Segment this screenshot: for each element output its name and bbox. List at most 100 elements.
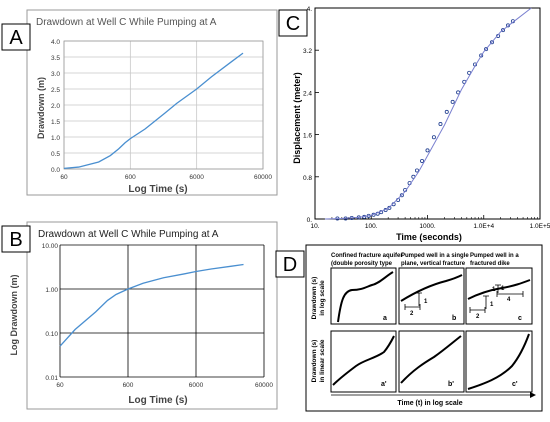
chart-a-frame	[63, 40, 264, 170]
chart-c-frame	[314, 7, 541, 220]
panel-d-cell-c-prime	[465, 330, 533, 393]
panel-d-xlabel: Time (t) in log scale	[397, 400, 462, 407]
chart-b-ytick: 1.00	[45, 287, 58, 294]
panel-d-slope-mark: 1	[490, 302, 494, 308]
panel-d-cell-c	[465, 267, 533, 325]
panel-c: C Time (seconds) Displacement (meter) 0.…	[278, 6, 550, 242]
panel-d-ylabel-bottom: Drawdown (s)in linear scale	[311, 339, 326, 382]
panel-b-label: B	[9, 229, 22, 251]
chart-c-xtick: 1.0E+5	[530, 223, 550, 230]
chart-c-xtick: 1000.	[419, 223, 435, 230]
chart-c-ytick: 1.6	[303, 133, 312, 140]
chart-b-xtick: 6000	[189, 382, 204, 389]
chart-b-xtick: 60	[56, 382, 64, 389]
chart-a-ytick: 0.0	[51, 167, 60, 174]
panel-d-col2-header: Pumped well in a single plane, vertical f…	[401, 253, 469, 267]
chart-c-xtick: 10.	[310, 223, 319, 230]
chart-a-xtick: 60	[60, 174, 68, 181]
chart-c-point	[444, 109, 449, 114]
chart-b-ytick: 0.01	[45, 375, 58, 382]
chart-b-xtick: 60000	[255, 382, 273, 389]
panel-d-col1-header: Confined fracture aquifer (double porosit…	[331, 253, 403, 267]
panel-d-cell-label: b'	[448, 381, 454, 388]
chart-a-ytick: 2.5	[51, 87, 60, 94]
panel-d-cell-label: c'	[512, 381, 518, 388]
panel-d-curve-c-prime	[467, 333, 530, 390]
panel-d-curve-c	[467, 279, 531, 300]
panel-a: A Drawdown at Well C While Pumping at A …	[1, 9, 278, 196]
chart-a-xtick: 60000	[254, 174, 272, 181]
panel-d-slope-c-rise2	[495, 284, 501, 293]
panel-d-slope-mark: 4	[507, 297, 511, 303]
chart-c-point	[479, 53, 484, 58]
chart-c-point	[425, 148, 430, 153]
chart-c-ytick: 4.	[307, 6, 313, 13]
chart-c-point	[431, 135, 436, 140]
panel-b: B Drawdown at Well C While Pumping at A …	[1, 221, 278, 410]
chart-c-fit-line	[324, 7, 532, 220]
panel-d-cell-label: c	[518, 315, 522, 322]
chart-c-ylabel: Displacement (meter)	[292, 72, 302, 164]
chart-c-ytick: 0.8	[303, 175, 312, 182]
panel-d-x-arrowhead	[530, 392, 536, 398]
panel-d-slope-c-run2	[496, 291, 524, 297]
panel-d-slope-c-run1	[469, 307, 486, 313]
panel-d-curve-b-prime	[400, 335, 462, 384]
chart-c-point	[489, 40, 494, 45]
panel-d-col3-header: Pumped well in a fractured dike	[470, 253, 519, 267]
chart-b-plot: 0.01 0.10 1.00 10.00 60 600 6000 60000	[42, 243, 274, 389]
panel-d-slope-mark: 2	[410, 311, 414, 317]
panel-d-slope-mark: 1	[492, 287, 496, 293]
panel-d-slope-mark: 1	[501, 286, 505, 292]
panel-d-cell-a	[330, 267, 397, 325]
panel-d-cell-label: b	[452, 315, 456, 322]
chart-a-ytick: 3.5	[51, 55, 60, 62]
panel-d-cell-a-prime	[330, 330, 397, 393]
chart-c-point	[484, 47, 489, 52]
chart-c-ytick: 3.2	[303, 48, 312, 55]
panel-d-curve-a-prime	[332, 335, 395, 386]
chart-c-point	[438, 122, 443, 127]
panel-a-label: A	[9, 27, 23, 49]
chart-b-xlabel: Log Time (s)	[128, 395, 187, 406]
chart-c-point	[399, 193, 404, 198]
chart-b-ytick: 0.10	[45, 331, 58, 338]
chart-b-ytick: 10.00	[42, 243, 59, 250]
chart-c-point	[420, 158, 425, 163]
panel-d-slope-c-rise1	[483, 295, 489, 309]
chart-c-point	[414, 168, 419, 173]
chart-c-xlabel: Time (seconds)	[396, 232, 462, 242]
panel-d-curve-a	[337, 271, 394, 323]
chart-c-xtick: 1.0E+4	[473, 223, 494, 230]
chart-c-ytick: 0.	[307, 217, 313, 224]
chart-c-xtick: 100.	[365, 223, 378, 230]
panel-d-cell-b	[398, 267, 465, 325]
chart-c-point	[450, 99, 455, 104]
chart-a-ytick: 0.5	[51, 151, 60, 158]
panel-d-ylabel-top: Drawdown (s)in log scale	[311, 277, 326, 320]
chart-c-ytick: 2.4	[303, 90, 312, 97]
chart-b-series-line	[59, 263, 244, 347]
panel-c-label-box	[278, 9, 308, 37]
panel-d-label: D	[283, 254, 297, 276]
chart-a-ytick: 2.0	[51, 103, 60, 110]
chart-a-xtick: 6000	[189, 174, 204, 181]
chart-c-point	[387, 205, 392, 210]
chart-a-series-line	[63, 52, 244, 170]
chart-b-xtick: 600	[123, 382, 134, 389]
chart-a-ytick: 4.0	[51, 39, 60, 46]
panel-b-label-box	[1, 225, 31, 253]
panel-d-label-box	[275, 250, 305, 278]
chart-a-title: Drawdown at Well C While Pumping at A	[36, 17, 217, 28]
panel-d-slope-b-rise	[416, 292, 422, 306]
panel-d-cell-label: a'	[381, 381, 387, 388]
chart-a-ytick: 1.0	[51, 135, 60, 142]
panel-c-label: C	[286, 13, 300, 35]
chart-a-ylabel: Drawdown (m)	[36, 77, 46, 139]
panel-d-slope-mark: 1	[424, 299, 428, 305]
chart-c-plot: 0. 0.8 1.6 2.4 3.2 4. 10. 100. 1000. 1.0E+4 1.0E+5	[303, 6, 550, 230]
panel-d-slope-b-run	[404, 304, 421, 310]
panel-d-cell-b-prime	[398, 330, 465, 393]
panel-d-cell-label: a	[383, 315, 387, 322]
